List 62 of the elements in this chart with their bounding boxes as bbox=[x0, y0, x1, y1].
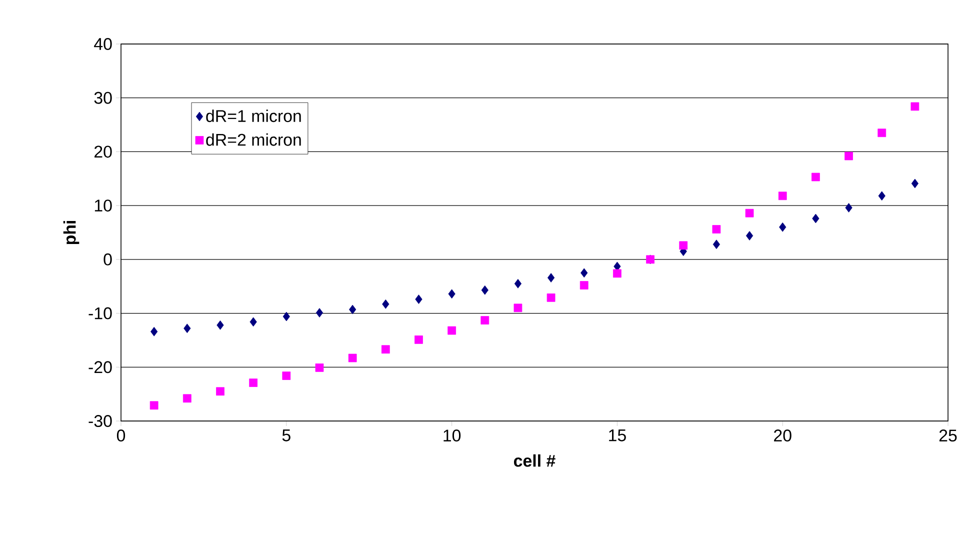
x-tick-label: 20 bbox=[774, 430, 792, 442]
x-tick-label: 15 bbox=[609, 430, 626, 442]
point bbox=[712, 225, 721, 234]
y-tick-label: -10 bbox=[88, 307, 112, 320]
point bbox=[712, 240, 720, 250]
point bbox=[316, 308, 324, 318]
point bbox=[150, 326, 158, 336]
y-tick-label: 0 bbox=[104, 253, 112, 266]
point bbox=[911, 178, 918, 188]
legend-label: dR=1 micron bbox=[206, 110, 301, 122]
y-tick-label: -30 bbox=[88, 415, 112, 427]
point bbox=[845, 203, 852, 212]
point bbox=[514, 304, 522, 312]
point bbox=[282, 312, 290, 322]
point bbox=[216, 387, 224, 396]
point bbox=[150, 401, 158, 410]
point bbox=[745, 208, 754, 218]
point bbox=[679, 241, 688, 250]
point bbox=[844, 152, 853, 160]
y-tick-label: 20 bbox=[94, 146, 112, 158]
point bbox=[414, 335, 423, 344]
point bbox=[216, 320, 224, 330]
y-tick-label: 40 bbox=[94, 38, 112, 50]
point bbox=[580, 281, 588, 290]
point bbox=[480, 316, 490, 324]
point bbox=[448, 289, 456, 299]
point bbox=[580, 268, 588, 278]
y-axis-title: phi bbox=[63, 221, 80, 244]
x-axis-title: cell # bbox=[514, 454, 556, 467]
legend-label: dR=2 micron bbox=[206, 133, 301, 146]
point bbox=[184, 324, 191, 334]
y-tick-label: 10 bbox=[94, 200, 112, 212]
point bbox=[381, 345, 390, 354]
point bbox=[878, 191, 886, 201]
point bbox=[547, 273, 555, 282]
point bbox=[910, 102, 920, 111]
point bbox=[182, 394, 192, 403]
point bbox=[812, 214, 820, 224]
point bbox=[778, 192, 787, 200]
point bbox=[250, 317, 257, 327]
point bbox=[746, 231, 754, 240]
point bbox=[348, 354, 357, 362]
point bbox=[613, 269, 622, 278]
x-tick-label: 25 bbox=[939, 430, 957, 442]
point bbox=[315, 363, 324, 372]
point bbox=[448, 326, 456, 335]
point bbox=[812, 172, 820, 182]
x-tick-label: 0 bbox=[116, 430, 126, 442]
point bbox=[415, 294, 422, 304]
point bbox=[481, 285, 488, 295]
point bbox=[249, 378, 258, 387]
x-tick-label: 5 bbox=[282, 430, 290, 442]
point bbox=[779, 222, 786, 232]
point bbox=[382, 299, 390, 309]
x-tick-label: 10 bbox=[444, 430, 461, 442]
y-tick-label: -20 bbox=[88, 361, 112, 374]
y-tick-label: 30 bbox=[94, 92, 112, 104]
point bbox=[349, 304, 356, 314]
point bbox=[546, 293, 556, 302]
point bbox=[282, 372, 291, 380]
point bbox=[514, 278, 522, 288]
point bbox=[878, 128, 886, 138]
